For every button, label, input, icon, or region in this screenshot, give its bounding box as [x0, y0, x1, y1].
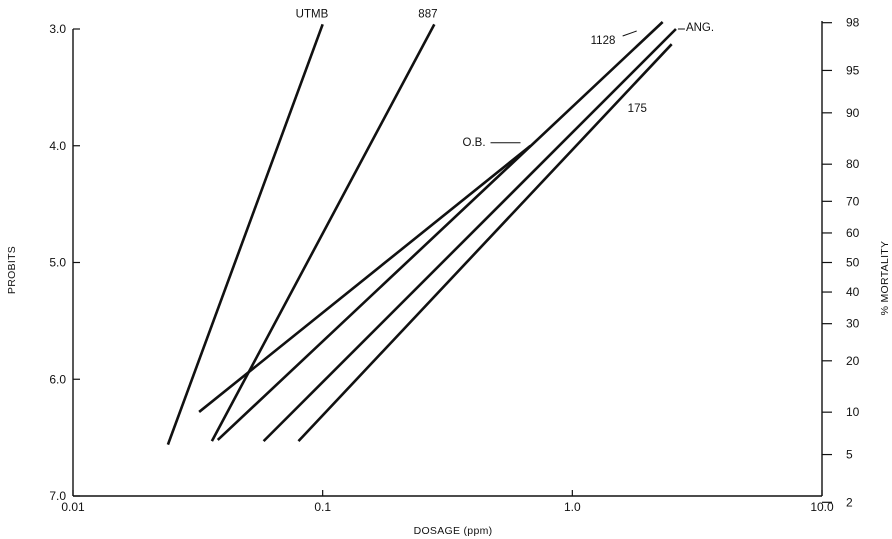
series-line-utmb: [166, 23, 324, 446]
series-line-ob: [198, 144, 532, 413]
series-label-1128: 1128: [591, 35, 616, 47]
y2-tick-label: 20: [846, 354, 860, 368]
y2-tick-label: 95: [846, 63, 860, 77]
y2-tick-label: 60: [846, 226, 860, 240]
y-axis-title: PROBITS: [6, 246, 18, 294]
series-label-ob: O.B.: [463, 137, 486, 149]
y2-tick-label: 50: [846, 256, 860, 270]
x-tick-label: 1.0: [564, 500, 581, 514]
y2-tick-label: 98: [846, 16, 860, 30]
y-tick-label: 7.0: [49, 489, 66, 503]
y-tick-label: 5.0: [49, 256, 66, 270]
series-line-175: [297, 43, 673, 443]
series-label-175: 175: [628, 103, 647, 115]
y2-tick-label: 90: [846, 106, 860, 120]
y2-tick-label: 30: [846, 317, 860, 331]
y2-tick-label: 70: [846, 194, 860, 208]
x-axis-title: DOSAGE (ppm): [414, 525, 493, 537]
y-tick-label: 4.0: [49, 139, 66, 153]
y2-tick-label: 40: [846, 285, 860, 299]
y-tick-label: 6.0: [49, 372, 66, 386]
x-tick-label: 0.01: [61, 500, 85, 514]
series-label-887: 887: [418, 8, 437, 20]
series-line-1128: [216, 21, 664, 441]
x-tick-label: 10.0: [810, 500, 834, 514]
series-line-ang: [262, 28, 677, 443]
y2-tick-label: 80: [846, 157, 860, 171]
x-tick-label: 0.1: [314, 500, 331, 514]
y-tick-label: 3.0: [49, 22, 66, 36]
series-leader-1128: [622, 30, 637, 37]
series-label-ang: ANG.: [686, 22, 714, 34]
y2-tick-label: 2: [846, 495, 853, 509]
y2-axis-title: % MORTALITY: [879, 241, 891, 316]
y2-tick-label: 5: [846, 448, 853, 462]
y2-tick-label: 10: [846, 405, 860, 419]
series-labels: UTMB 887 1128 ANG. O.B. 175: [296, 8, 714, 148]
series-lines: [166, 21, 677, 446]
axis-ticks: 3.0 4.0 5.0 6.0 7.00.01 0.1 1.0 10.0 98 95 90 80 70 6…: [49, 16, 859, 514]
series-label-utmb: UTMB: [296, 8, 329, 20]
